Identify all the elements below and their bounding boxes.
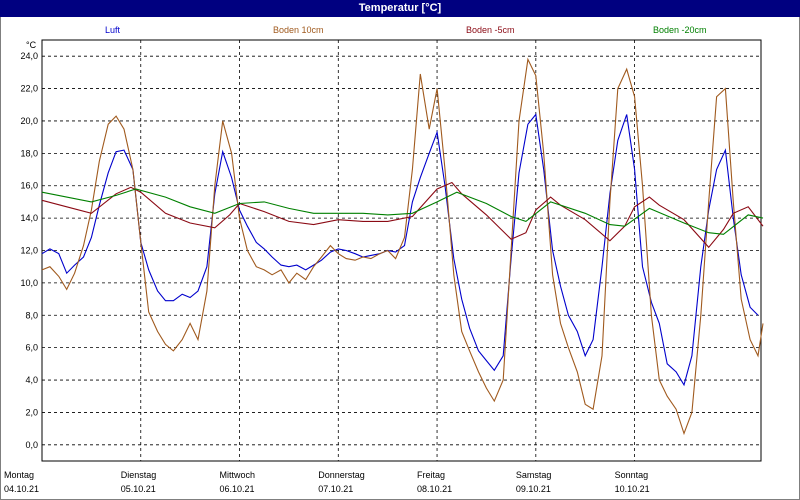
chart-title: Temperatur [°C]	[0, 0, 800, 17]
legend-entry: Boden 10cm	[273, 25, 324, 35]
y-tick-label: 22,0	[20, 84, 38, 94]
y-tick-label: 2,0	[25, 407, 38, 417]
x-tick-day-label: Donnerstag	[318, 470, 365, 480]
x-tick-date-label: 09.10.21	[516, 484, 551, 494]
x-axis-ticks: Montag 04.10.21 Dienstag 05.10.21 Mittwoch 06…	[4, 470, 650, 494]
y-tick-label: 8,0	[25, 310, 38, 320]
legend-entry: Luft	[105, 25, 121, 35]
legend-entry: Boden -20cm	[653, 25, 707, 35]
y-tick-label: 4,0	[25, 375, 38, 385]
x-tick-day-label: Montag	[4, 470, 34, 480]
y-axis-ticks: 24,0 22,0 20,0 18,0 16,0 14,0 12,0 10,0 8,0 6,0 4,…	[20, 51, 38, 450]
x-tick-day-label: Samstag	[516, 470, 552, 480]
x-tick-date-label: 04.10.21	[4, 484, 39, 494]
x-tick-day-label: Sonntag	[615, 470, 649, 480]
x-tick-day-label: Mittwoch	[220, 470, 256, 480]
y-tick-label: 20,0	[20, 116, 38, 126]
x-tick-date-label: 06.10.21	[220, 484, 255, 494]
x-tick-day-label: Dienstag	[121, 470, 157, 480]
legend: Luft Boden 10cm Boden -5cm Boden -20cm	[105, 25, 707, 35]
x-tick-date-label: 08.10.21	[417, 484, 452, 494]
y-tick-label: 6,0	[25, 343, 38, 353]
plot-area	[41, 39, 762, 462]
y-tick-label: 12,0	[20, 246, 38, 256]
y-tick-label: 10,0	[20, 278, 38, 288]
series-line-2	[41, 57, 764, 436]
grid-lines	[42, 40, 761, 461]
series-line-3	[41, 181, 764, 249]
y-tick-label: 24,0	[20, 51, 38, 61]
y-tick-label: 16,0	[20, 181, 38, 191]
y-tick-label: 14,0	[20, 213, 38, 223]
x-tick-date-label: 10.10.21	[615, 484, 650, 494]
y-tick-label: 0,0	[25, 440, 38, 450]
series-lines	[41, 57, 764, 436]
y-tick-label: 18,0	[20, 148, 38, 158]
series-line-4	[41, 188, 764, 235]
legend-entry: Boden -5cm	[466, 25, 515, 35]
x-tick-day-label: Freitag	[417, 470, 445, 480]
x-tick-date-label: 07.10.21	[318, 484, 353, 494]
y-axis-unit-label: °C	[26, 40, 37, 50]
x-tick-date-label: 05.10.21	[121, 484, 156, 494]
